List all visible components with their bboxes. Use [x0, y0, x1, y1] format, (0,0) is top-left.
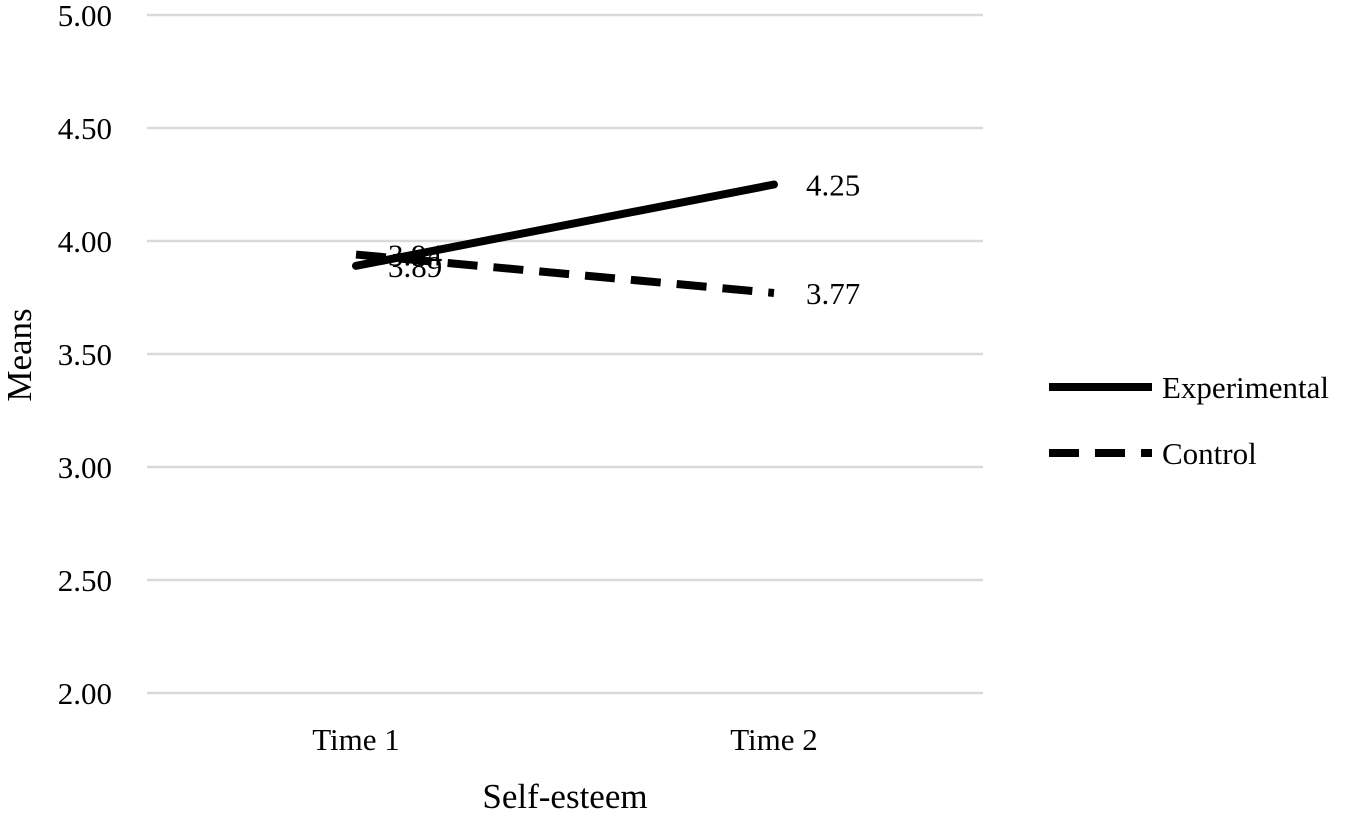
legend: Experimental Control — [1049, 370, 1329, 471]
x-tick-labels: Time 1 Time 2 — [312, 722, 818, 757]
x-tick-label: Time 1 — [312, 722, 400, 757]
series-lines — [352, 180, 778, 297]
y-tick-labels: 2.00 2.50 3.00 3.50 4.00 4.50 5.00 — [58, 0, 112, 711]
legend-label-control: Control — [1162, 436, 1257, 471]
data-label: 3.77 — [806, 276, 860, 311]
gridlines — [147, 13, 983, 695]
series-line-control — [355, 250, 775, 297]
x-axis-title: Self-esteem — [482, 777, 647, 813]
y-tick-label: 3.00 — [58, 450, 112, 485]
y-tick-label: 4.00 — [58, 224, 112, 259]
data-label: 4.25 — [806, 168, 860, 203]
data-labels: 3.89 4.25 3.94 3.77 — [388, 168, 860, 311]
data-label: 3.89 — [388, 249, 442, 284]
y-tick-label: 5.00 — [58, 0, 112, 33]
legend-label-experimental: Experimental — [1162, 370, 1329, 405]
y-tick-label: 3.50 — [58, 337, 112, 372]
y-tick-label: 2.00 — [58, 676, 112, 711]
y-tick-label: 2.50 — [58, 563, 112, 598]
y-tick-label: 4.50 — [58, 111, 112, 146]
series-line-experimental — [352, 180, 778, 270]
x-tick-label: Time 2 — [730, 722, 818, 757]
data-label: 3.94 — [388, 238, 443, 273]
y-axis-title: Means — [0, 308, 39, 401]
